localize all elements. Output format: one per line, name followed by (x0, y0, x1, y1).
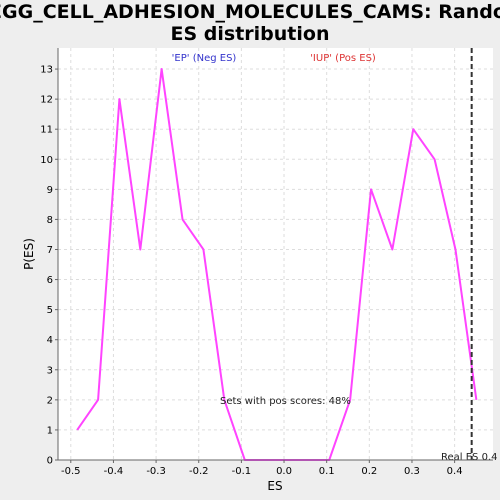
x-tick-label: 0.2 (361, 466, 377, 477)
x-tick-label: -0.1 (232, 466, 252, 477)
x-tick-label: 0.4 (447, 466, 463, 477)
pos-es-label: 'IUP' (Pos ES) (310, 53, 376, 64)
y-tick-label: 9 (47, 185, 53, 196)
real-es-label: Real ES 0.4 (441, 452, 497, 463)
y-tick-label: 1 (47, 425, 53, 436)
y-tick-label: 8 (47, 215, 53, 226)
x-axis-label: ES (267, 479, 282, 493)
y-tick-label: 5 (47, 305, 53, 316)
pos-scores-annotation: Sets with pos scores: 48% (220, 396, 351, 407)
x-tick-label: -0.2 (189, 466, 209, 477)
y-tick-label: 12 (40, 95, 53, 106)
y-tick-label: 7 (47, 245, 53, 256)
x-tick-label: 0.3 (404, 466, 420, 477)
y-tick-label: 3 (47, 365, 53, 376)
y-tick-label: 6 (47, 275, 53, 286)
y-tick-label: 0 (47, 456, 53, 467)
y-tick-label: 11 (40, 125, 53, 136)
y-tick-label: 2 (47, 395, 53, 406)
y-tick-label: 13 (40, 65, 53, 76)
x-tick-label: -0.5 (61, 466, 81, 477)
y-tick-label: 4 (47, 335, 53, 346)
y-axis-label: P(ES) (22, 238, 36, 270)
x-tick-label: -0.3 (146, 466, 166, 477)
x-tick-label: -0.4 (104, 466, 124, 477)
grid-lines (58, 48, 493, 461)
chart-title-line1: KEGG_CELL_ADHESION_MOLECULES_CAMS: Rando… (0, 1, 500, 23)
y-tick-label: 10 (40, 155, 53, 166)
neg-es-label: 'EP' (Neg ES) (172, 53, 237, 64)
x-tick-label: 0.0 (276, 466, 292, 477)
x-tick-label: 0.1 (319, 466, 335, 477)
chart-title-line2: ES distribution (171, 23, 330, 45)
plot-area (58, 48, 493, 460)
